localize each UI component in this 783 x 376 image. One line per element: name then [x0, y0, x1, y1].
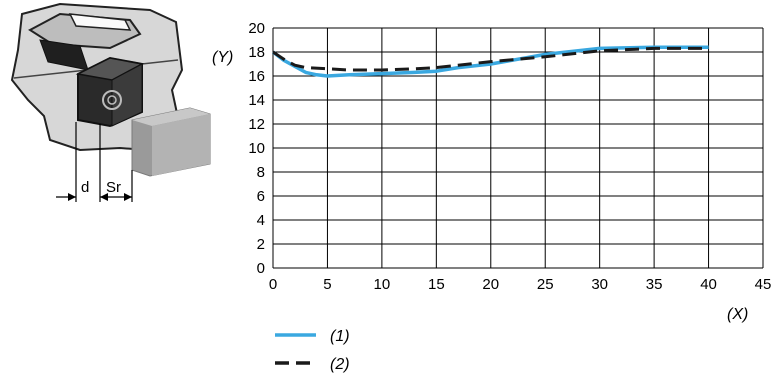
x-axis-ticks: 0 5 10 15 20 25 30 35 40 45: [269, 276, 772, 293]
x-tick-label: 40: [700, 276, 717, 293]
y-tick-label: 18: [248, 44, 265, 61]
x-tick-label: 10: [374, 276, 391, 293]
series-line-2: [272, 46, 709, 72]
x-axis-label: (X): [727, 306, 748, 323]
x-tick-label: 45: [755, 276, 772, 293]
y-tick-label: 20: [248, 20, 265, 37]
y-tick-label: 10: [248, 140, 265, 157]
y-tick-label: 4: [257, 212, 265, 229]
sensing-face-icon: [102, 90, 122, 110]
y-tick-label: 16: [248, 68, 265, 85]
legend-label-2: (2): [330, 356, 350, 373]
y-tick-label: 0: [257, 260, 265, 277]
x-tick-label: 5: [323, 276, 331, 293]
chart-series: [271, 45, 709, 78]
y-tick-label: 12: [248, 116, 265, 133]
x-tick-label: 0: [269, 276, 277, 293]
y-tick-label: 2: [257, 236, 265, 253]
y-axis-label: (Y): [212, 49, 233, 66]
x-tick-label: 20: [482, 276, 499, 293]
y-tick-label: 8: [257, 164, 265, 181]
series-line-1: [271, 45, 709, 78]
x-tick-label: 15: [428, 276, 445, 293]
chart-legend: (1) (2): [275, 328, 350, 373]
chart-grid: [272, 27, 764, 269]
y-axis-ticks: 0 2 4 6 8 10 12 14 16 18 20: [248, 20, 265, 277]
sensor-diagram: d Sr: [10, 2, 211, 202]
x-tick-label: 35: [646, 276, 663, 293]
y-tick-label: 14: [248, 92, 265, 109]
x-tick-label: 30: [591, 276, 608, 293]
dimension-sr-label: Sr: [106, 179, 121, 196]
y-tick-label: 6: [257, 188, 265, 205]
x-tick-label: 25: [537, 276, 554, 293]
legend-label-1: (1): [330, 328, 350, 345]
dimension-d-label: d: [81, 179, 89, 196]
